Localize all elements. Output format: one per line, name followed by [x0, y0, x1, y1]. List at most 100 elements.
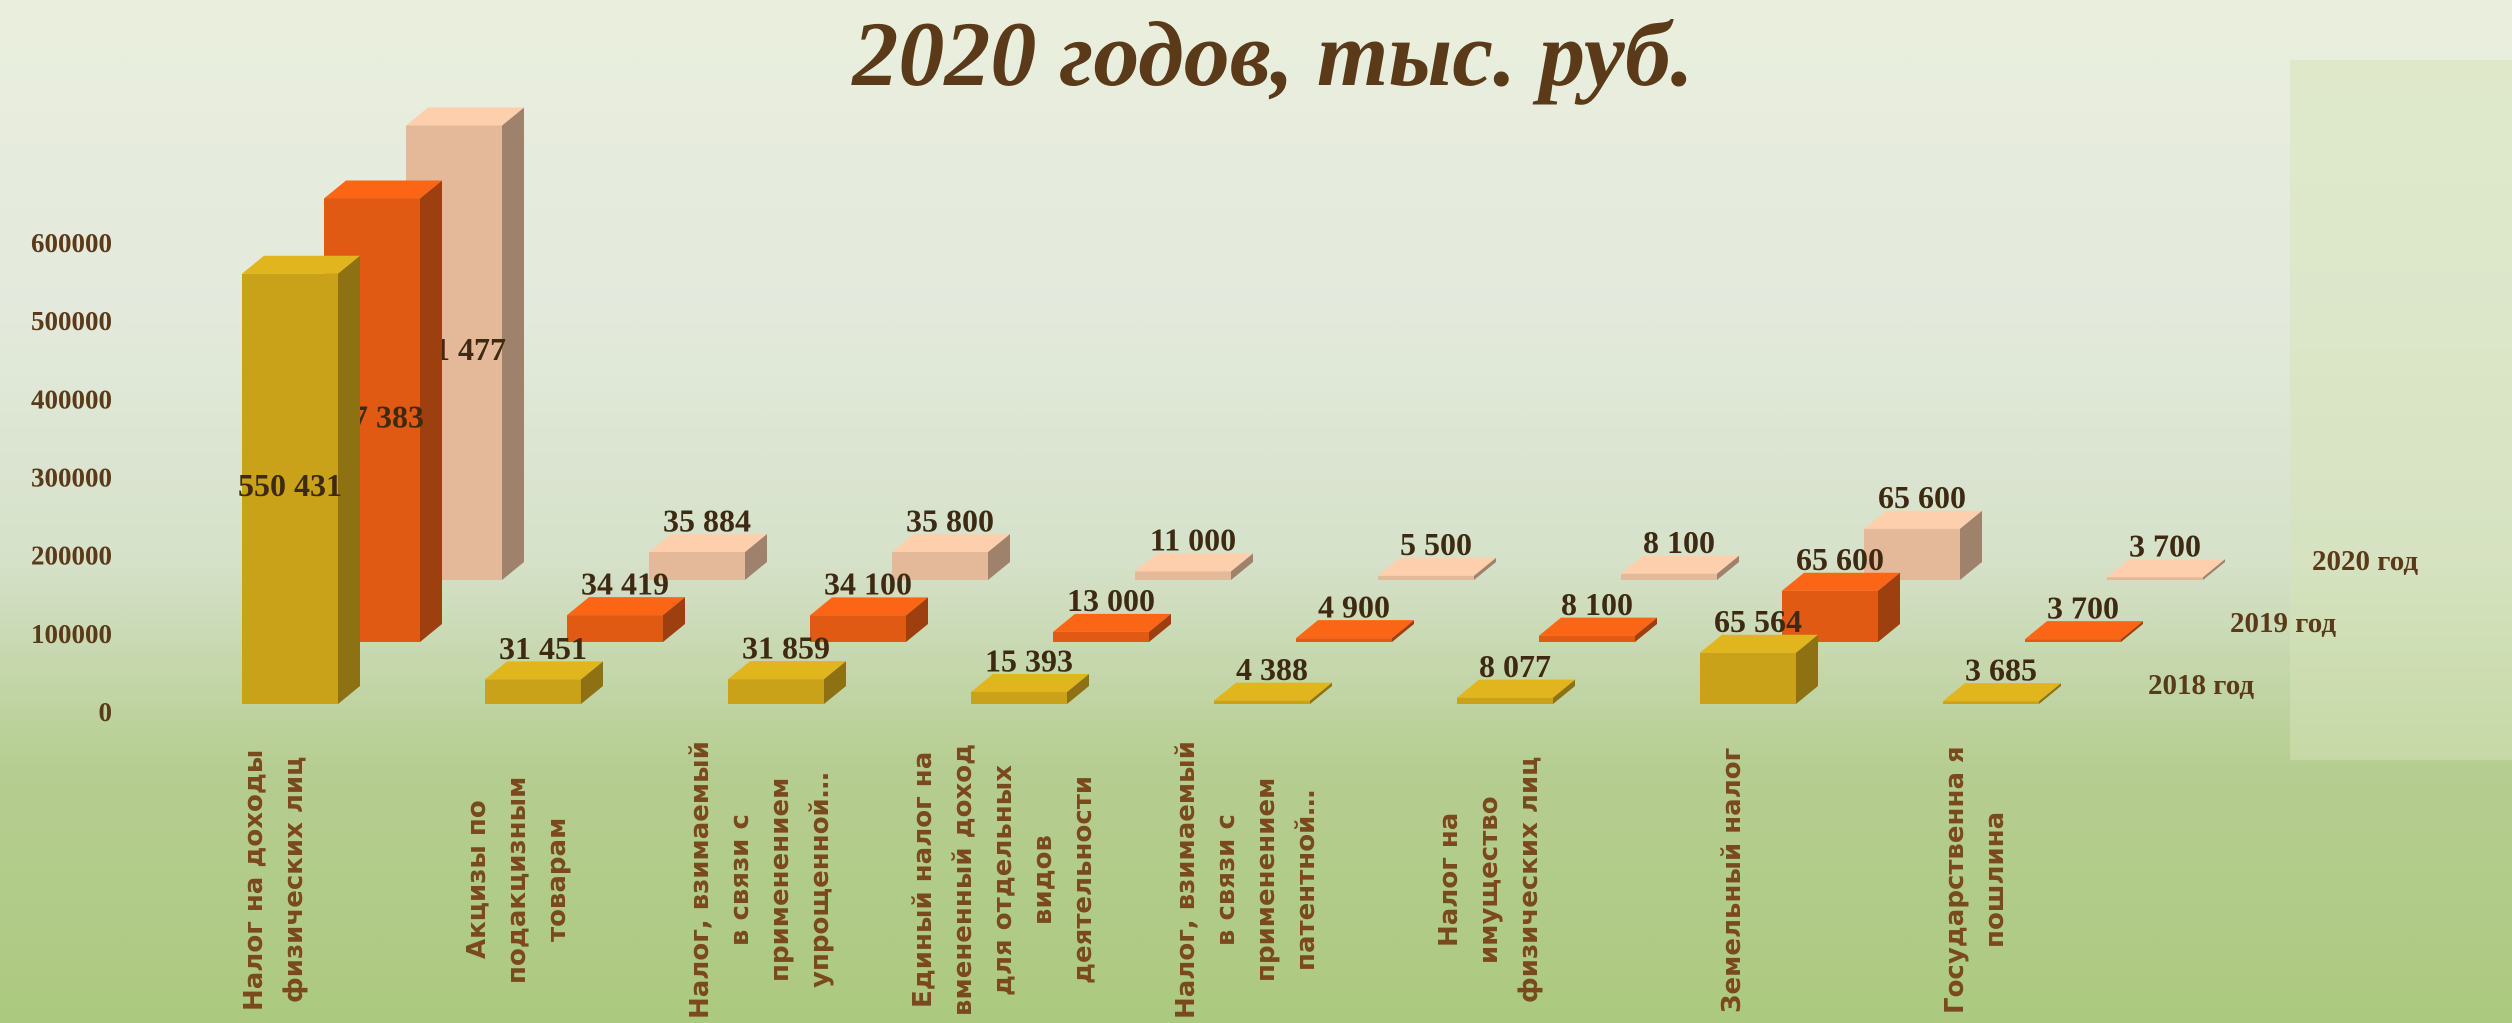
bar-side	[745, 533, 767, 580]
value-label: 550 431	[238, 467, 342, 503]
bar-side	[1231, 553, 1253, 580]
bar-top	[242, 255, 360, 274]
bar	[1621, 555, 1739, 580]
value-label: 65 600	[1796, 541, 1884, 577]
bar-top	[1135, 553, 1253, 572]
bar	[1700, 634, 1818, 704]
x-tick-label: Земельный налог	[1717, 747, 1747, 1013]
bar-front	[1700, 652, 1796, 704]
value-label: 8 077	[1479, 648, 1551, 684]
bar	[649, 533, 767, 580]
bar	[1214, 682, 1332, 704]
bar-top	[1214, 682, 1332, 701]
value-label: 5 500	[1400, 526, 1472, 562]
bar-side	[663, 597, 685, 642]
bar-front	[1782, 590, 1878, 642]
value-label: 65 600	[1878, 479, 1966, 515]
bar	[1943, 683, 2061, 704]
bar-side	[1553, 679, 1575, 704]
bar	[971, 673, 1089, 704]
bar	[485, 661, 603, 704]
bar-side	[1067, 673, 1089, 704]
y-tick-label: 200000	[31, 541, 112, 571]
bar-top	[1621, 555, 1739, 574]
bar-front	[567, 615, 663, 642]
y-tick-label: 100000	[31, 619, 112, 649]
bar-side	[420, 180, 442, 643]
bar-side	[988, 534, 1010, 580]
bar	[567, 597, 685, 642]
x-tick-label: Государственна я пошлина	[1940, 746, 2010, 1014]
bar-front	[728, 679, 824, 704]
bar-side	[1796, 634, 1818, 704]
y-tick-label: 300000	[31, 463, 112, 493]
value-label: 3 685	[1965, 651, 2037, 687]
bar-front	[1296, 638, 1392, 642]
value-label: 31 451	[499, 630, 587, 666]
bar-top	[1296, 620, 1414, 639]
bar-front	[810, 615, 906, 642]
value-label: 3 700	[2129, 527, 2201, 563]
decor	[2290, 60, 2512, 760]
value-label: 3 700	[2047, 589, 2119, 625]
value-label: 15 393	[985, 642, 1073, 678]
bar-top	[971, 673, 1089, 692]
bar-side	[1310, 682, 1332, 704]
bar	[1296, 620, 1414, 642]
bar-front	[1621, 573, 1717, 580]
bar-top	[1457, 679, 1575, 698]
bar-side	[2039, 683, 2061, 704]
bar-top	[485, 661, 603, 680]
value-label: 8 100	[1561, 586, 1633, 622]
bar-top	[892, 534, 1010, 553]
bar-top	[728, 661, 846, 680]
bar-side	[1717, 555, 1739, 580]
bar-top	[1782, 572, 1900, 591]
bar	[1135, 553, 1253, 580]
bar	[2107, 559, 2225, 580]
bar-top	[406, 107, 524, 126]
legend-label: 2018 год	[2148, 669, 2254, 701]
bar	[1457, 679, 1575, 704]
chart-title: 2020 годов, тыс. руб.	[850, 3, 1693, 105]
bar-front	[1539, 635, 1635, 642]
y-tick-label: 400000	[31, 384, 112, 414]
bar-top	[1864, 510, 1982, 529]
bar-top	[1700, 634, 1818, 653]
bar	[242, 255, 360, 704]
bar	[810, 597, 928, 642]
bar	[1053, 613, 1171, 642]
bar	[1378, 557, 1496, 580]
legend-label: 2020 год	[2312, 545, 2418, 577]
bar	[1782, 572, 1900, 642]
x-tick-label: Акцизы по подакцизным товарам	[462, 776, 572, 984]
bar-top	[1539, 617, 1657, 636]
value-label: 65 564	[1714, 603, 1802, 639]
bar-side	[824, 661, 846, 704]
bar-side	[1635, 617, 1657, 642]
bar-side	[2121, 621, 2143, 642]
bar-front	[892, 552, 988, 580]
bar-front	[242, 273, 338, 704]
x-tick-label: Налог, взимаемый в связи с применением п…	[1171, 741, 1321, 1019]
value-label: 13 000	[1067, 582, 1155, 618]
bar-front	[2025, 639, 2121, 642]
bar-front	[1053, 631, 1149, 642]
bar-front	[485, 679, 581, 704]
bar-side	[502, 107, 524, 580]
bar-front	[1457, 697, 1553, 704]
value-label: 4 388	[1236, 651, 1308, 687]
value-label: 35 800	[906, 502, 994, 538]
bar-side	[1392, 620, 1414, 642]
bar-side	[1960, 510, 1982, 580]
bar-top	[2107, 559, 2225, 578]
x-tick-label: Налог на доходы физических лиц	[239, 749, 309, 1011]
bar-top	[567, 597, 685, 616]
bar-side	[581, 661, 603, 704]
value-label: 8 100	[1643, 524, 1715, 560]
value-label: 35 884	[663, 502, 751, 538]
bar-front	[1214, 700, 1310, 704]
bar-front	[649, 551, 745, 580]
bar	[892, 534, 1010, 580]
